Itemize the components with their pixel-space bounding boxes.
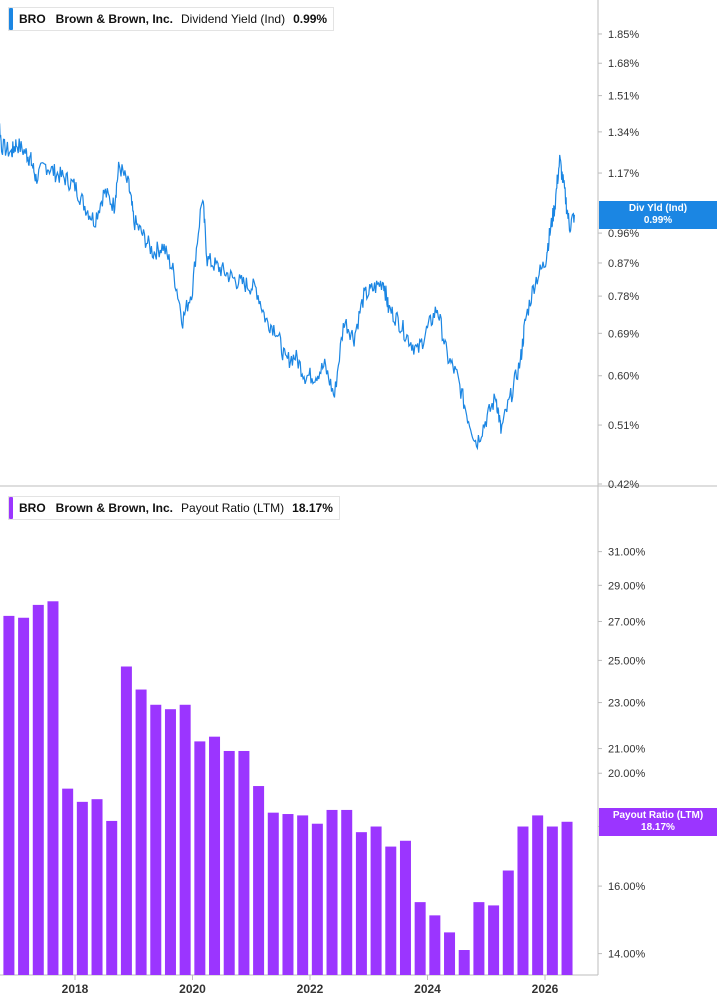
- payout-bar: [238, 750, 250, 975]
- payout-bar: [150, 704, 162, 975]
- payout-bar: [135, 689, 147, 975]
- payout-bar: [502, 870, 514, 975]
- x-tick-label: 2018: [62, 982, 89, 996]
- legend-metric: Payout Ratio (LTM): [181, 501, 285, 515]
- payout-value-flag: Payout Ratio (LTM) 18.17%: [599, 807, 717, 836]
- yield-value-flag: Div Yld (Ind) 0.99%: [599, 200, 717, 229]
- payout-bar: [297, 815, 309, 975]
- payout-bar: [3, 615, 15, 975]
- payout-bar: [164, 709, 176, 975]
- legend-company: Brown & Brown, Inc.: [55, 501, 174, 515]
- payout-bar: [429, 915, 441, 975]
- payout-bar: [444, 932, 456, 975]
- x-tick-label: 2022: [297, 982, 324, 996]
- payout-bar: [385, 846, 397, 975]
- payout-bar: [179, 704, 191, 975]
- payout-bar: [473, 902, 485, 975]
- payout-bar: [546, 826, 558, 975]
- legend-ticker: BRO: [19, 12, 46, 26]
- payout-bar: [414, 902, 426, 975]
- y-tick-label: 23.00%: [608, 698, 646, 710]
- payout-bar: [194, 741, 206, 975]
- y-tick-label: 29.00%: [608, 580, 646, 592]
- payout-bar: [76, 801, 88, 975]
- legend-swatch-payout: [9, 497, 13, 519]
- y-tick-label: 1.51%: [608, 91, 639, 103]
- legend-payout-ratio: BRO Brown & Brown, Inc. Payout Ratio (LT…: [8, 496, 340, 520]
- x-tick-label: 2020: [179, 982, 206, 996]
- y-tick-label: 0.87%: [608, 258, 639, 270]
- payout-bar: [326, 809, 338, 975]
- y-tick-label: 31.00%: [608, 547, 646, 559]
- y-tick-label: 14.00%: [608, 949, 646, 961]
- y-tick-label: 27.00%: [608, 616, 646, 628]
- legend-dividend-yield: BRO Brown & Brown, Inc. Dividend Yield (…: [8, 7, 335, 31]
- legend-swatch-yield: [9, 8, 13, 30]
- flag-label: Payout Ratio (LTM): [612, 809, 704, 821]
- payout-bar: [488, 905, 500, 975]
- payout-bar: [18, 617, 30, 975]
- payout-bar: [32, 604, 44, 975]
- legend-value: 18.17%: [292, 501, 333, 515]
- payout-bar: [91, 799, 103, 975]
- legend-ticker: BRO: [19, 501, 46, 515]
- payout-bar: [120, 666, 132, 975]
- y-tick-label: 20.00%: [608, 768, 646, 780]
- payout-bar: [399, 840, 411, 975]
- payout-bar: [62, 788, 74, 975]
- payout-bar: [517, 826, 529, 975]
- payout-bar: [532, 815, 544, 975]
- y-tick-label: 0.60%: [608, 371, 639, 383]
- y-tick-label: 0.96%: [608, 228, 639, 240]
- payout-bar: [341, 809, 353, 975]
- y-tick-label: 1.68%: [608, 58, 639, 70]
- dividend-yield-line: [0, 123, 575, 451]
- payout-bar: [282, 814, 294, 975]
- payout-bar: [311, 823, 323, 975]
- y-tick-label: 25.00%: [608, 655, 646, 667]
- payout-bars: [3, 601, 573, 975]
- y-tick-label: 1.85%: [608, 29, 639, 41]
- y-tick-label: 0.51%: [608, 420, 639, 432]
- legend-value: 0.99%: [293, 12, 328, 26]
- y-tick-label: 1.17%: [608, 168, 639, 180]
- flag-label: Div Yld (Ind): [628, 202, 688, 214]
- legend-company: Brown & Brown, Inc.: [55, 12, 174, 26]
- payout-bar: [106, 820, 118, 975]
- payout-bar: [223, 750, 235, 975]
- top-y-axis-ticks: 0.42% 0.51% 0.60% 0.69% 0.78% 0.87% 0.96% 1.17%…: [598, 29, 639, 491]
- y-tick-label: 0.69%: [608, 328, 639, 340]
- y-tick-label: 0.42%: [608, 479, 639, 491]
- y-tick-label: 1.34%: [608, 127, 639, 139]
- flag-value: 0.99%: [643, 214, 673, 226]
- x-tick-label: 2024: [414, 982, 441, 996]
- payout-bar: [253, 786, 265, 975]
- flag-value: 18.17%: [641, 821, 675, 833]
- x-tick-label: 2026: [532, 982, 559, 996]
- y-tick-label: 21.00%: [608, 744, 646, 756]
- x-axis-ticks: 2018 2020 2022 2024 2026: [62, 975, 559, 996]
- bottom-y-axis-ticks: 14.00%16.00%18.00%20.00%21.00%23.00%25.0…: [598, 547, 646, 961]
- payout-bar: [458, 950, 470, 975]
- payout-bar: [561, 821, 573, 975]
- y-tick-label: 0.78%: [608, 291, 639, 303]
- payout-bar: [209, 736, 221, 975]
- legend-metric: Dividend Yield (Ind): [181, 12, 286, 26]
- payout-bar: [370, 826, 382, 975]
- y-tick-label: 16.00%: [608, 881, 646, 893]
- payout-bar: [355, 832, 367, 975]
- payout-bar: [47, 601, 59, 975]
- payout-bar: [267, 812, 279, 975]
